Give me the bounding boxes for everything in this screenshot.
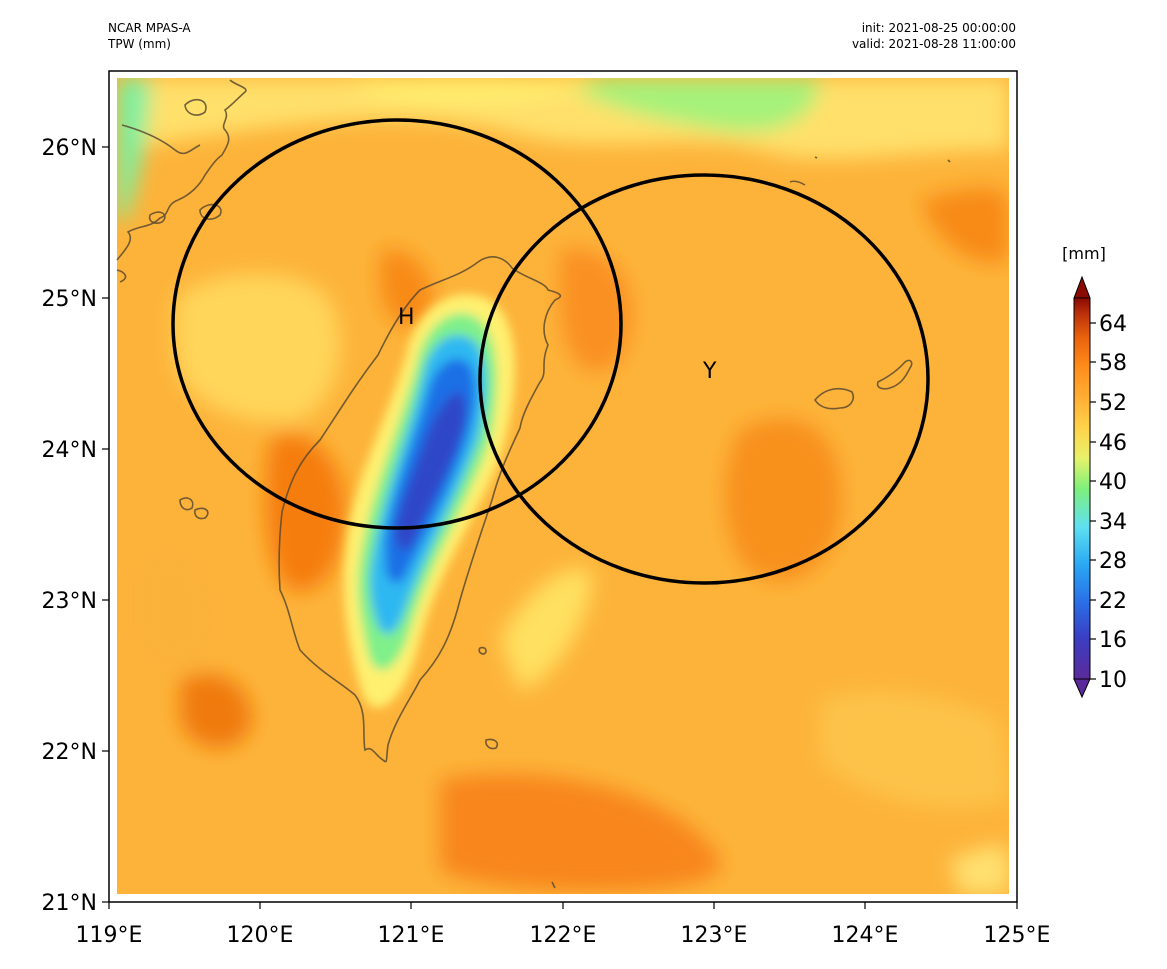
colorbar-tick-label: 16 (1099, 628, 1127, 653)
lon-tick-marks (108, 902, 1018, 909)
colorbar-tick-label: 28 (1099, 549, 1127, 574)
init-time: init: 2021-08-25 00:00:00 (861, 21, 1016, 35)
lon-tick-label: 121°E (378, 923, 445, 948)
colorbar-top-extend (1073, 275, 1091, 299)
lon-tick-label: 120°E (227, 923, 294, 948)
lon-tick-label: 125°E (984, 923, 1051, 948)
valid-time: valid: 2021-08-28 11:00:00 (851, 37, 1016, 51)
lon-tick-label: 119°E (76, 923, 143, 948)
lon-tick-label: 122°E (530, 923, 597, 948)
range-circle-y (478, 173, 930, 585)
range-circle-h (171, 118, 623, 530)
lon-tick-labels: 119°E 120°E 121°E 122°E 123°E 124°E 125°… (76, 923, 1051, 948)
colorbar-tick-label: 52 (1099, 391, 1127, 416)
range-circles (171, 118, 930, 585)
model-name: NCAR MPAS-A (108, 21, 191, 35)
coastlines (116, 79, 951, 889)
colorbar: [mm] 10 16 22 28 34 40 46 52 58 64 (1062, 244, 1127, 699)
colorbar-tick-label: 64 (1099, 312, 1127, 337)
colorbar-tick-label: 58 (1099, 351, 1127, 376)
variable-name: TPW (mm) (108, 37, 171, 51)
lat-tick-label: 23°N (42, 589, 97, 614)
figure-header-left: NCAR MPAS-A TPW (mm) (108, 20, 191, 52)
colorbar-tick-label: 22 (1099, 589, 1127, 614)
colorbar-tick-label: 10 (1099, 668, 1127, 693)
figure-header-right: init: 2021-08-25 00:00:00 valid: 2021-08… (852, 20, 1016, 52)
china-coastline (116, 79, 247, 261)
lat-tick-label: 24°N (42, 438, 97, 463)
lat-tick-label: 22°N (42, 740, 97, 765)
colorbar-unit: [mm] (1062, 244, 1106, 263)
station-label-h: H (398, 305, 415, 330)
station-label-y: Y (702, 359, 717, 384)
lat-tick-label: 21°N (42, 891, 97, 916)
lon-tick-label: 123°E (681, 923, 748, 948)
lat-tick-label: 26°N (42, 136, 97, 161)
lat-tick-marks (102, 146, 109, 903)
colorbar-tick-label: 34 (1099, 510, 1127, 535)
colorbar-tick-label: 40 (1099, 470, 1127, 495)
colorbar-body (1073, 297, 1091, 680)
colorbar-tick-label: 46 (1099, 431, 1127, 456)
taiwan-coastline (278, 256, 562, 763)
lat-tick-label: 25°N (42, 287, 97, 312)
lon-tick-label: 124°E (832, 923, 899, 948)
lat-tick-labels: 21°N 22°N 23°N 24°N 25°N 26°N (42, 136, 97, 916)
yaeyama-islands (814, 387, 855, 410)
colorbar-bottom-extend (1073, 678, 1091, 699)
tpw-field (117, 78, 1009, 894)
